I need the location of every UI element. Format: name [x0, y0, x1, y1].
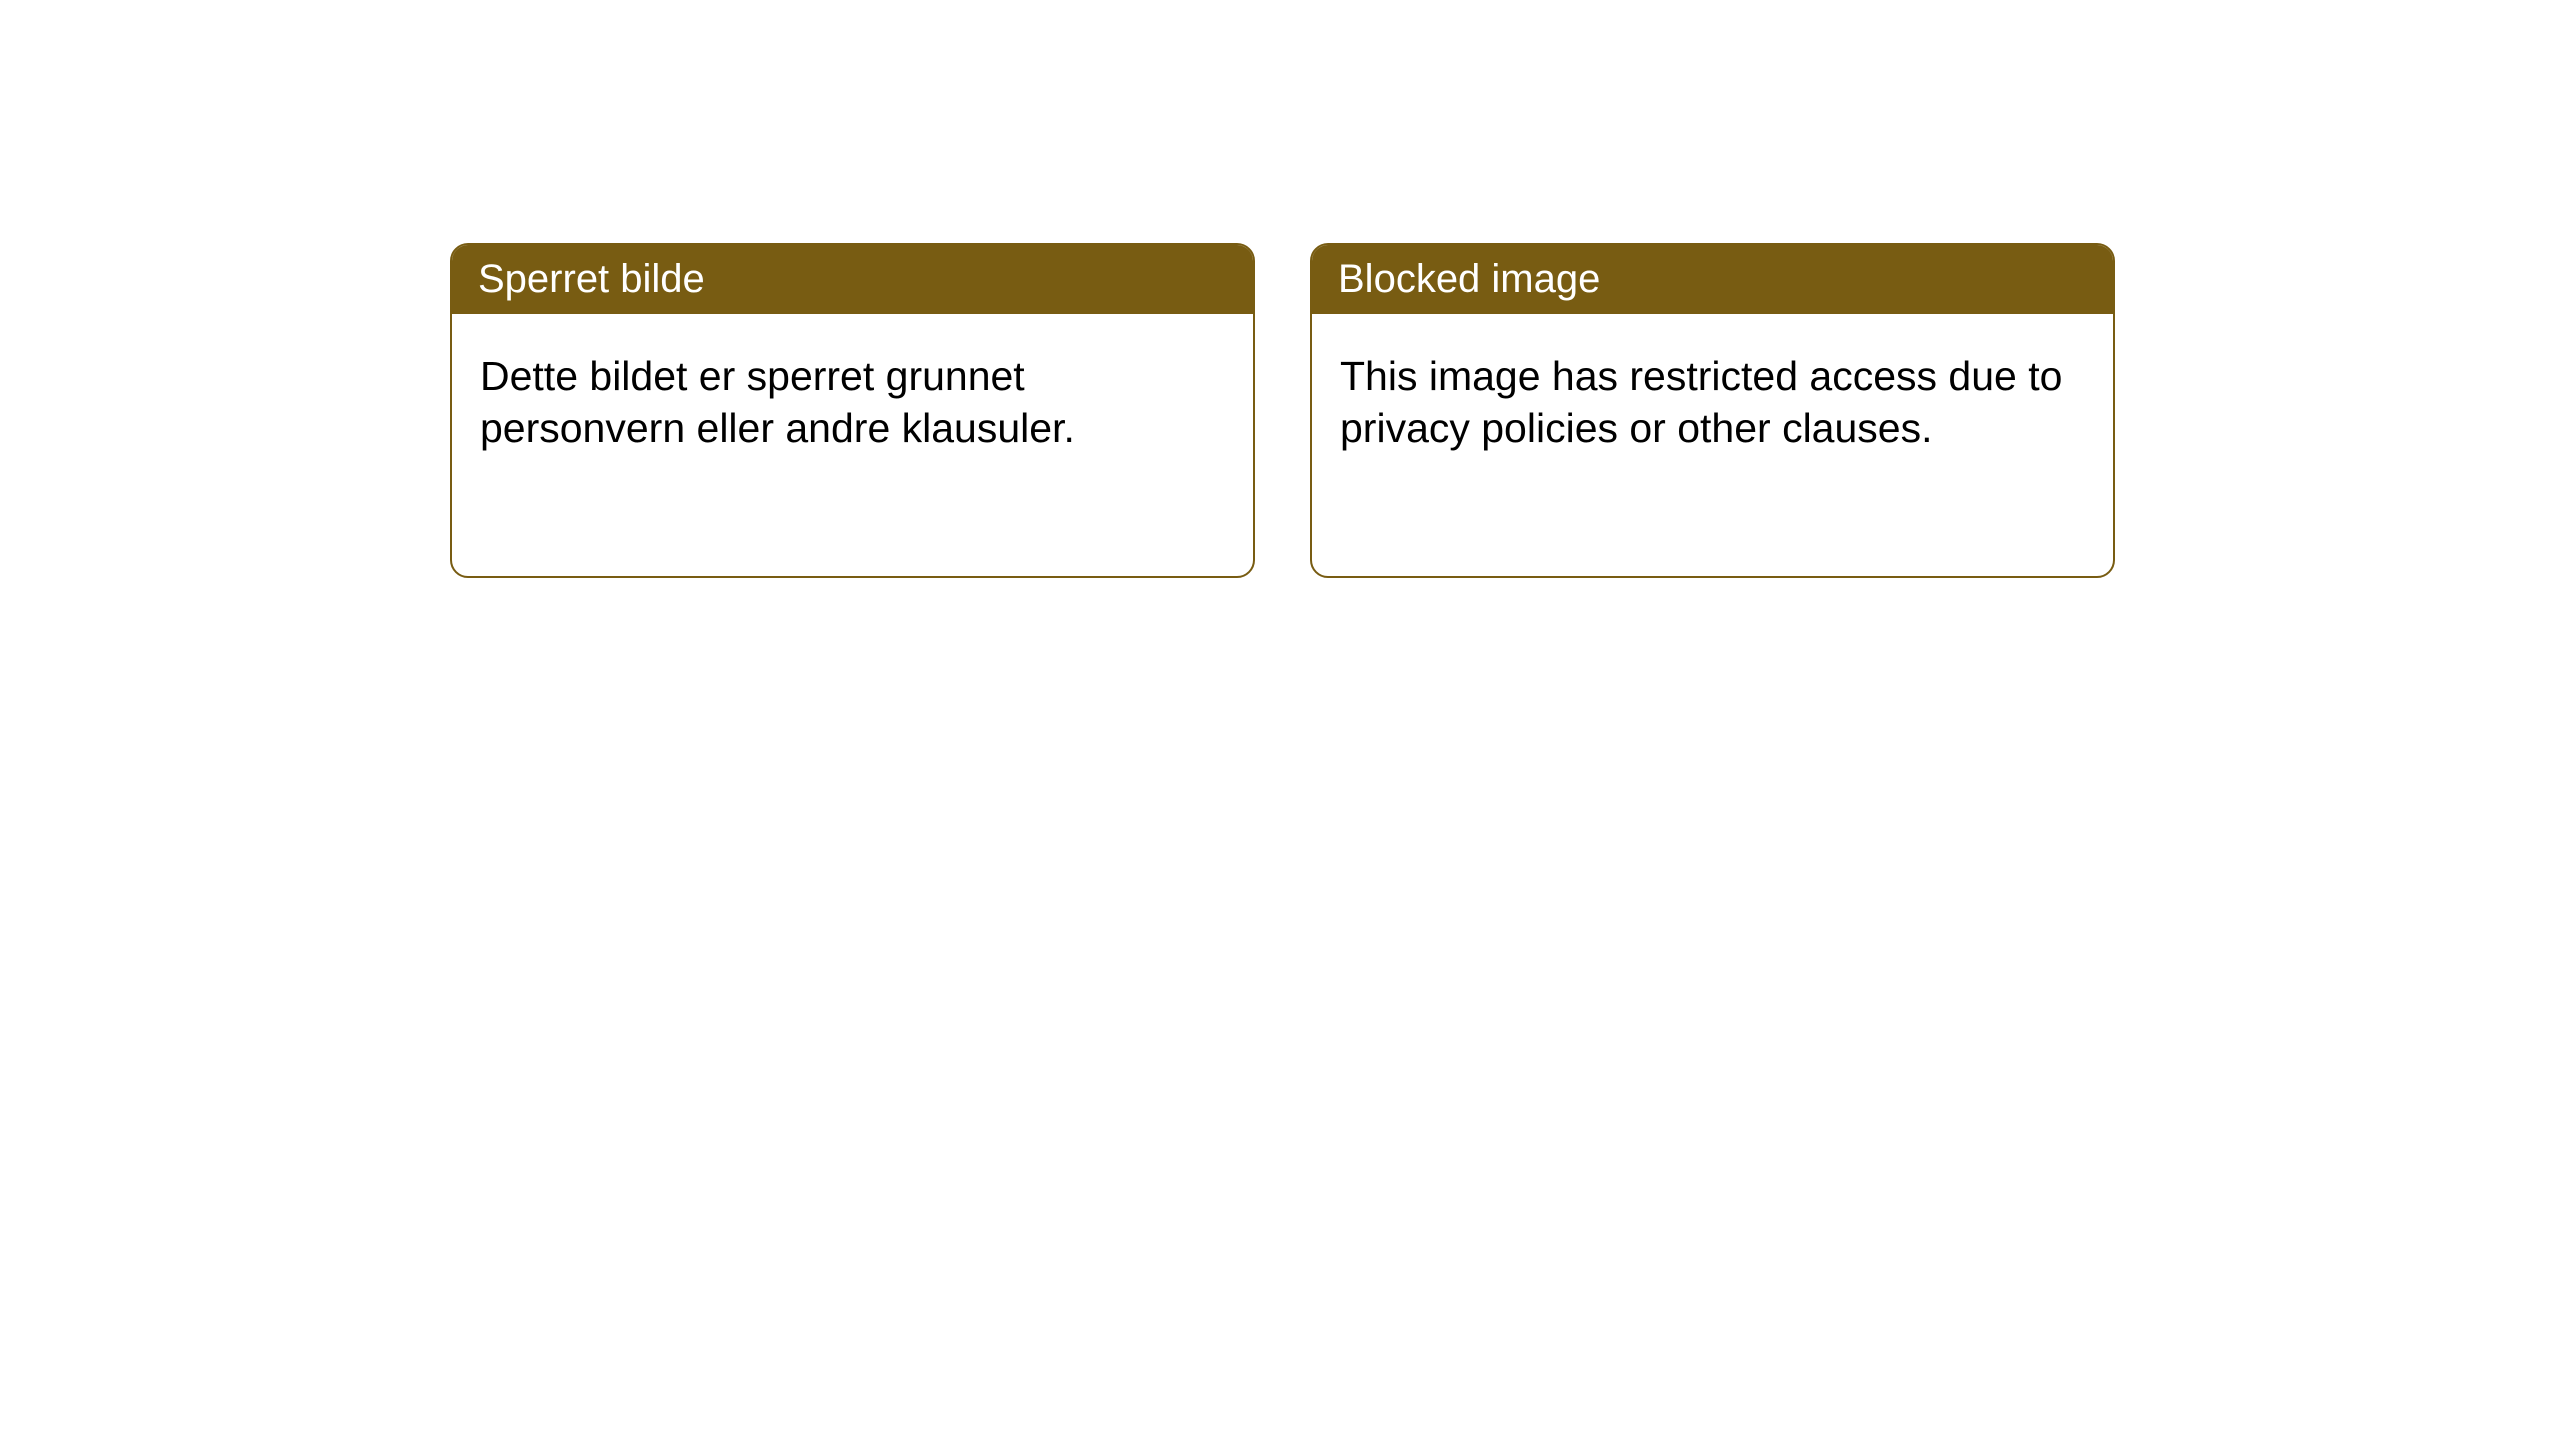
card-header: Blocked image — [1312, 245, 2113, 314]
notice-container: Sperret bilde Dette bildet er sperret gr… — [450, 243, 2115, 578]
card-title: Sperret bilde — [478, 257, 705, 301]
notice-card-norwegian: Sperret bilde Dette bildet er sperret gr… — [450, 243, 1255, 578]
card-body: This image has restricted access due to … — [1312, 314, 2113, 491]
card-title: Blocked image — [1338, 257, 1600, 301]
card-body-text: Dette bildet er sperret grunnet personve… — [480, 353, 1075, 451]
card-body: Dette bildet er sperret grunnet personve… — [452, 314, 1253, 491]
card-header: Sperret bilde — [452, 245, 1253, 314]
card-body-text: This image has restricted access due to … — [1340, 353, 2062, 451]
notice-card-english: Blocked image This image has restricted … — [1310, 243, 2115, 578]
